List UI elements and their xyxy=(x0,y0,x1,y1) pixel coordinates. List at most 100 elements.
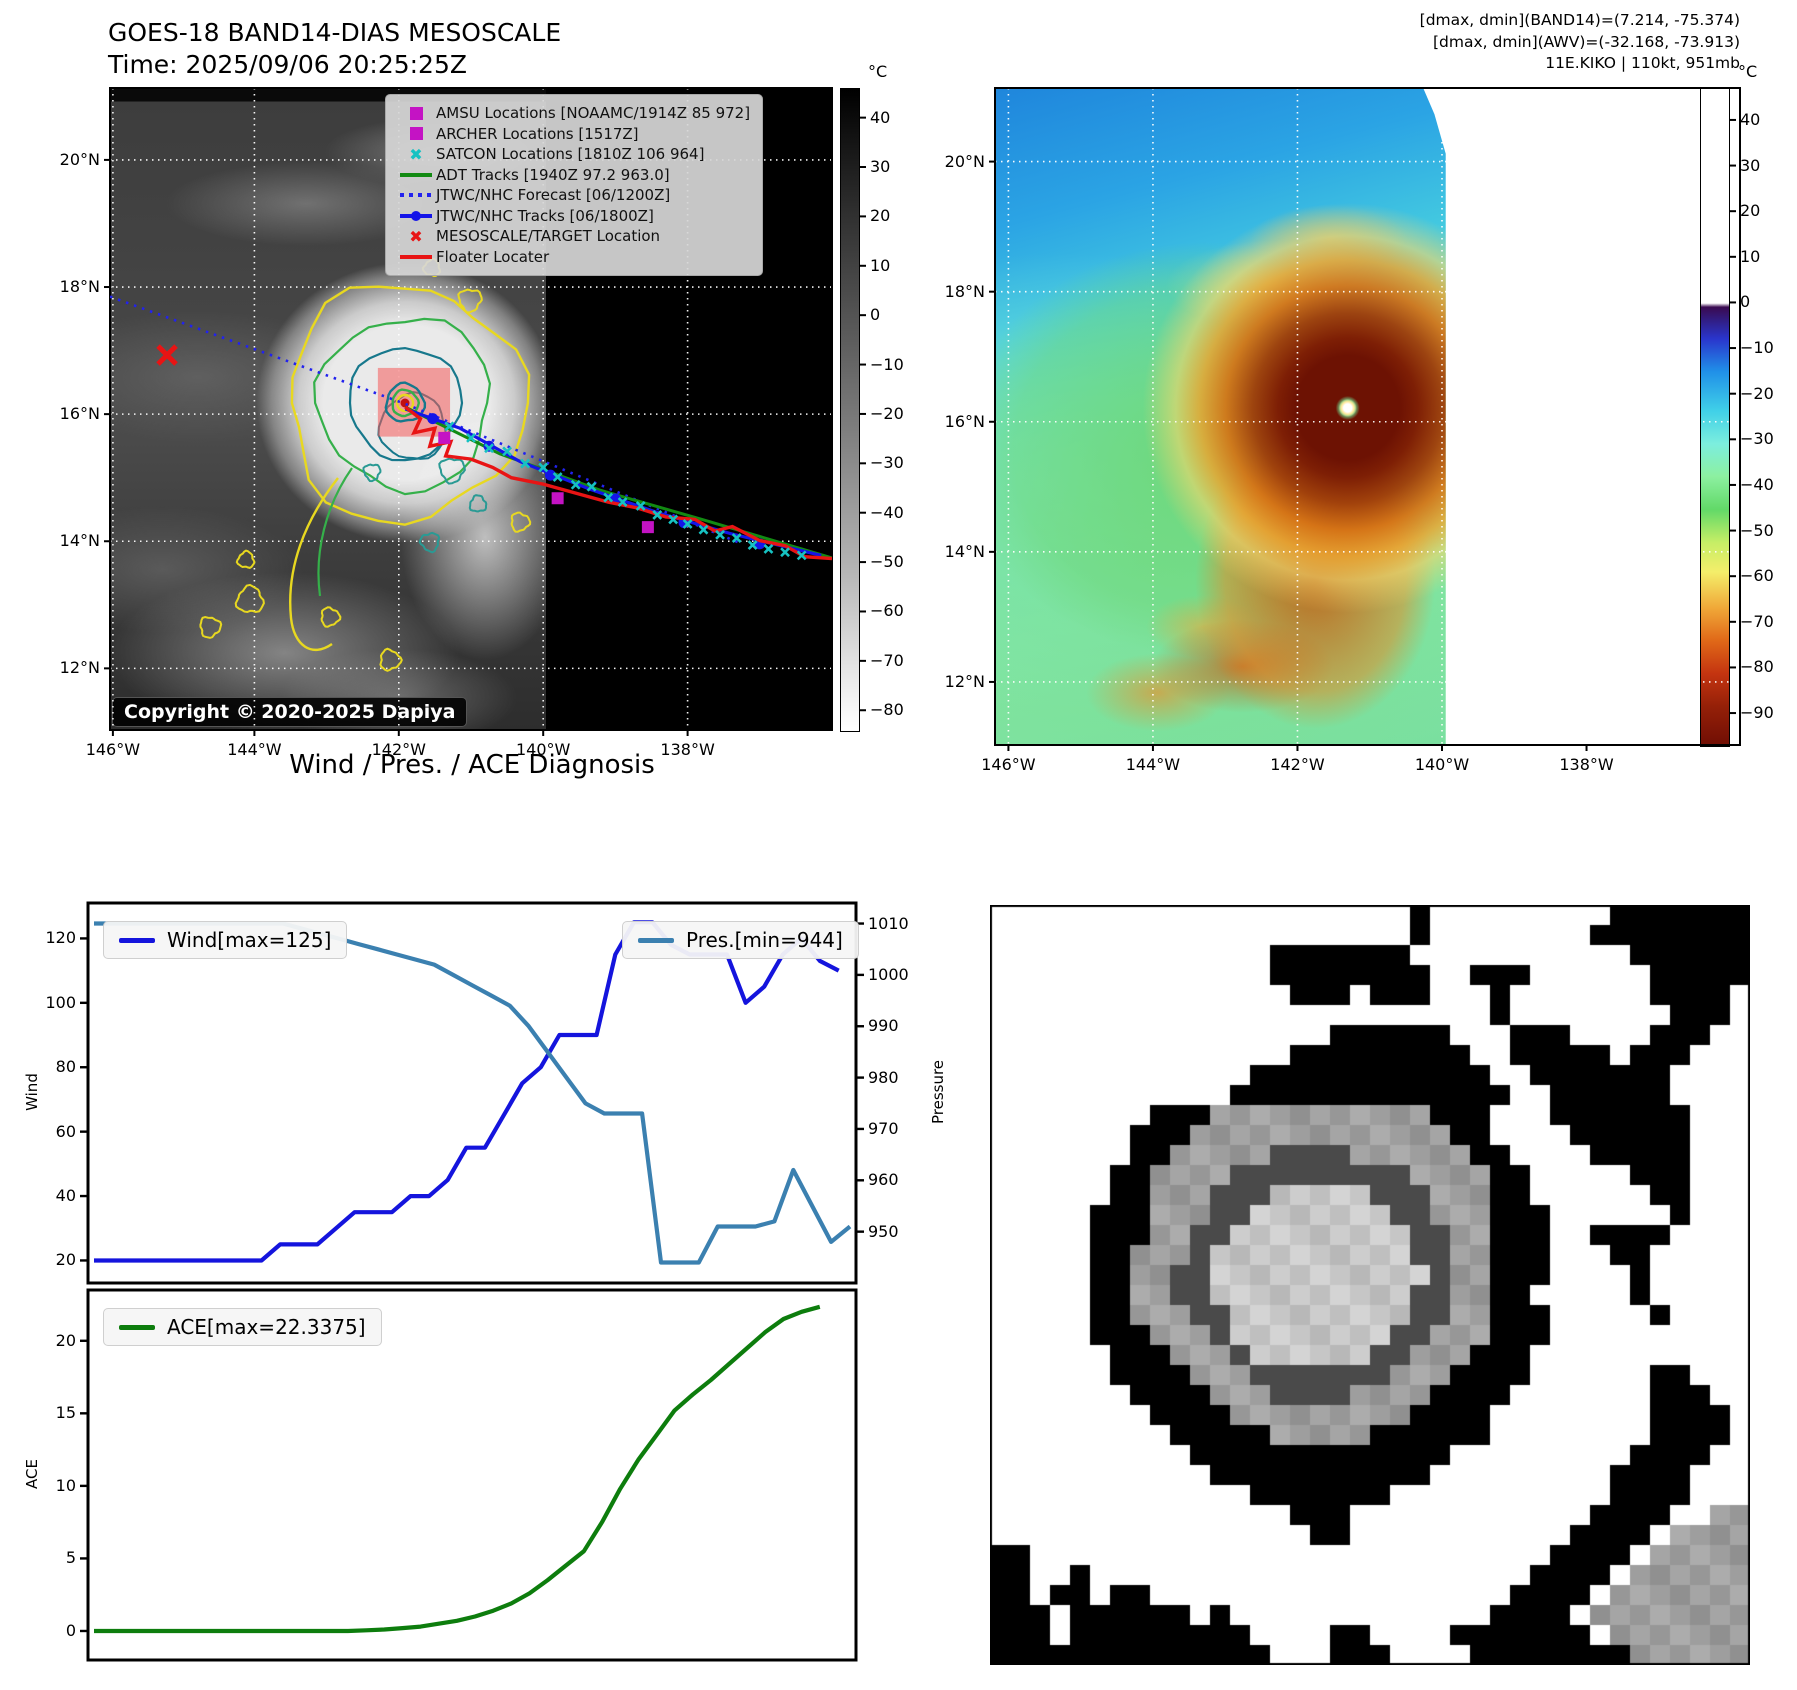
legend-item-label: AMSU Locations [NOAAMC/1914Z 85 972] xyxy=(436,104,751,123)
y-tick-label: 100 xyxy=(45,992,76,1012)
colorbar-tick-label: 20 xyxy=(870,206,891,226)
wind-legend: Wind[max=125] xyxy=(103,921,348,959)
lon-tick-label: 146°W xyxy=(981,755,1036,774)
lon-tick-label: 138°W xyxy=(660,740,715,759)
colorbar-tick-label: −80 xyxy=(1740,657,1774,677)
lon-tick-label: 138°W xyxy=(1559,755,1614,774)
lon-tick-label: 140°W xyxy=(516,740,571,759)
x-marker-icon: ✖ xyxy=(409,144,423,164)
y-tick-label: 40 xyxy=(55,1186,76,1206)
y-tick-label: 60 xyxy=(55,1121,76,1141)
charts-title: Wind / Pres. / ACE Diagnosis xyxy=(289,750,655,780)
lat-tick-label: 18°N xyxy=(944,281,985,301)
line-marker-icon xyxy=(396,254,436,259)
y2-tick-label: 980 xyxy=(868,1067,899,1087)
lat-tick-label: 16°N xyxy=(59,404,100,424)
colorbar-tick-label: −40 xyxy=(1740,474,1774,494)
colorbar-unit: °C xyxy=(1738,62,1758,81)
colorbar-tick-label: −70 xyxy=(1740,611,1774,631)
y-tick-label: 0 xyxy=(65,1620,76,1640)
colorbar-tick-label: 0 xyxy=(870,305,881,325)
chart xyxy=(80,901,864,1285)
legend-item-label: SATCON Locations [1810Z 106 964] xyxy=(436,145,705,164)
y-tick-label: 80 xyxy=(55,1057,76,1077)
ace-axis-label: ACE xyxy=(23,1459,41,1489)
colorbar-unit: °C xyxy=(868,62,888,81)
ace-legend: ACE[max=22.3375] xyxy=(103,1308,382,1346)
series-Pres.[min=944] xyxy=(94,921,852,1265)
stats-header-line: 11E.KIKO | 110kt, 951mb xyxy=(1545,54,1740,73)
lat-tick-label: 20°N xyxy=(59,149,100,169)
wind-line-sample xyxy=(119,937,155,943)
stats-header-line: [dmax, dmin](BAND14)=(7.214, -75.374) xyxy=(1419,11,1740,29)
colorbar-tick-label: −10 xyxy=(1740,338,1774,358)
legend-item-label: MESOSCALE/TARGET Location xyxy=(436,227,661,246)
legend-item: AMSU Locations [NOAAMC/1914Z 85 972] xyxy=(396,103,750,124)
y-tick-label: 120 xyxy=(45,928,76,948)
legend-item-label: Floater Locater xyxy=(436,247,550,266)
page-title: GOES-18 BAND14-DIAS MESOSCALE xyxy=(108,18,562,47)
legend-item-label: JTWC/NHC Forecast [06/1200Z] xyxy=(436,186,671,205)
series-Wind[max=125] xyxy=(94,920,840,1263)
colorbar-tick-label: −60 xyxy=(1740,566,1774,586)
colorbar-tick-label: −20 xyxy=(1740,383,1774,403)
colorbar-tick-label: −70 xyxy=(870,650,904,670)
lat-tick-label: 18°N xyxy=(59,277,100,297)
lat-tick-label: 16°N xyxy=(944,411,985,431)
temperature-colorbar xyxy=(1700,88,1730,747)
lat-tick-label: 12°N xyxy=(59,658,100,678)
grayscale-colorbar xyxy=(840,88,860,732)
wmg-pixel-image[interactable] xyxy=(990,905,1750,1665)
series-ACE[max=22.3375] xyxy=(94,1304,821,1634)
legend-item: JTWC/NHC Tracks [06/1800Z] xyxy=(396,206,750,227)
pressure-line-sample xyxy=(638,937,674,943)
colorbar-tick-label: −90 xyxy=(1740,703,1774,723)
y2-tick-label: 970 xyxy=(868,1118,899,1138)
colorbar-tick-label: −50 xyxy=(1740,520,1774,540)
colorbar-tick-label: 10 xyxy=(870,255,891,275)
legend-item-label: ADT Tracks [1940Z 97.2 963.0] xyxy=(436,165,670,184)
legend-item: ADT Tracks [1940Z 97.2 963.0] xyxy=(396,165,750,186)
pressure-legend: Pres.[min=944] xyxy=(622,921,859,959)
lon-tick-label: 140°W xyxy=(1414,755,1470,774)
y-tick-label: 20 xyxy=(55,1330,76,1350)
colorbar-tick-label: −30 xyxy=(870,453,904,473)
lon-tick-label: 144°W xyxy=(227,740,282,759)
y-tick-label: 15 xyxy=(55,1403,76,1423)
colorbar-tick-label: 40 xyxy=(1740,109,1761,129)
awv-color-map[interactable] xyxy=(995,88,1740,745)
y-tick-label: 5 xyxy=(65,1548,76,1568)
pressure-axis-label: Pressure xyxy=(929,1059,947,1125)
copyright-label: Copyright © 2020-2025 Dapiya xyxy=(113,698,467,726)
colorbar-tick-label: −20 xyxy=(870,403,904,423)
square-marker-icon xyxy=(396,106,436,120)
lon-tick-label: 144°W xyxy=(1125,755,1181,774)
lat-tick-label: 14°N xyxy=(59,531,100,551)
y2-tick-label: 1010 xyxy=(868,913,909,933)
colorbar-tick-label: 30 xyxy=(870,157,891,176)
lon-tick-label: 142°W xyxy=(371,740,426,759)
colorbar-tick-label: 0 xyxy=(1740,292,1751,312)
legend-item-label: ARCHER Locations [1517Z] xyxy=(436,124,639,143)
lon-tick-label: 146°W xyxy=(85,740,141,759)
colorbar-tick-label: −10 xyxy=(870,354,904,374)
legend-item: ✖ SATCON Locations [1810Z 106 964] xyxy=(396,144,750,165)
legend-item: JTWC/NHC Forecast [06/1200Z] xyxy=(396,185,750,206)
y2-tick-label: 990 xyxy=(868,1016,899,1036)
y-tick-label: 10 xyxy=(55,1475,76,1495)
awv-swath-image xyxy=(995,88,1446,745)
dotted-marker-icon xyxy=(396,193,436,198)
ace-legend-label: ACE[max=22.3375] xyxy=(167,1315,366,1339)
line-marker-icon xyxy=(396,172,436,177)
colorbar-tick-label: 20 xyxy=(1740,201,1761,221)
legend-item-label: JTWC/NHC Tracks [06/1800Z] xyxy=(436,206,654,225)
stats-header-line: [dmax, dmin](AWV)=(-32.168, -73.913) xyxy=(1433,32,1740,51)
stats-header: [dmax, dmin](BAND14)=(7.214, -75.374) [dm… xyxy=(1420,10,1740,75)
x-marker-icon: ✖ xyxy=(409,226,423,246)
ace-line-sample xyxy=(119,1324,155,1330)
y2-tick-label: 950 xyxy=(868,1221,899,1241)
colorbar-tick-label: −60 xyxy=(870,601,904,621)
colorbar-tick-label: −40 xyxy=(870,502,904,522)
legend-item: Floater Locater xyxy=(396,247,750,268)
colorbar-tick-label: −50 xyxy=(870,552,904,572)
